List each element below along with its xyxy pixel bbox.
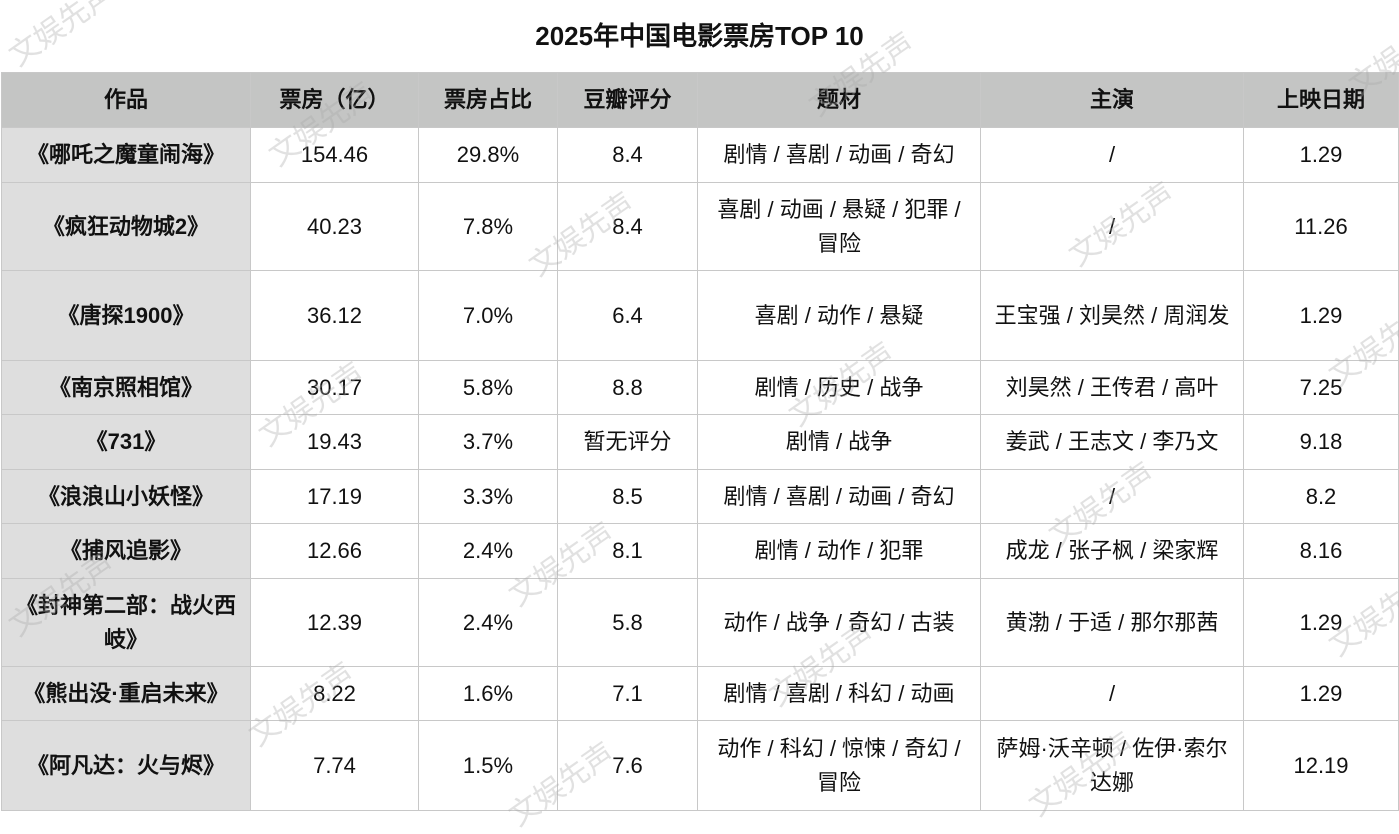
column-header-release-date: 上映日期 [1243, 72, 1399, 128]
table-row: 《熊出没·重启未来》 8.22 1.6% 7.1 剧情 / 喜剧 / 科幻 / 动画/1… [1, 666, 1399, 721]
cell-share: 3.3% [418, 469, 558, 524]
cell-cast: 刘昊然 / 王传君 / 高叶 [980, 360, 1244, 415]
cell-genre: 喜剧 / 动画 / 悬疑 / 犯罪 / 冒险 [697, 182, 981, 271]
cell-genre: 动作 / 战争 / 奇幻 / 古装 [697, 578, 981, 667]
cell-box-office: 7.74 [250, 720, 419, 811]
cell-box-office: 8.22 [250, 666, 419, 721]
cell-release-date: 1.29 [1243, 127, 1399, 183]
cell-douban-rating: 8.4 [557, 182, 698, 271]
cell-cast: / [980, 127, 1244, 183]
cell-box-office: 36.12 [250, 270, 419, 361]
cell-release-date: 1.29 [1243, 578, 1399, 667]
cell-genre: 剧情 / 喜剧 / 科幻 / 动画 [697, 666, 981, 721]
cell-movie-title: 《疯狂动物城2》 [1, 182, 251, 271]
cell-share: 7.8% [418, 182, 558, 271]
cell-release-date: 12.19 [1243, 720, 1399, 811]
cell-cast: 成龙 / 张子枫 / 梁家辉 [980, 523, 1244, 579]
cell-box-office: 12.66 [250, 523, 419, 579]
cell-cast: 萨姆·沃辛顿 / 佐伊·索尔达娜 [980, 720, 1244, 811]
cell-douban-rating: 8.8 [557, 360, 698, 415]
column-header-share: 票房占比 [418, 72, 558, 128]
cell-movie-title: 《731》 [1, 414, 251, 470]
cell-share: 3.7% [418, 414, 558, 470]
box-office-table: 作品 票房（亿） 票房占比 豆瓣评分 题材 主演 上映日期 《哪吒之魔童闹海》 1… [1, 72, 1399, 811]
table-row: 《唐探1900》 36.12 7.0% 6.4 喜剧 / 动作 / 悬疑 王宝强 / 刘昊… [1, 270, 1399, 361]
cell-genre: 剧情 / 历史 / 战争 [697, 360, 981, 415]
table-row: 《封神第二部：战火西岐》 12.39 2.4% 5.8 动作 / 战争 / 奇幻 / 古… [1, 578, 1399, 667]
cell-release-date: 8.16 [1243, 523, 1399, 579]
cell-movie-title: 《哪吒之魔童闹海》 [1, 127, 251, 183]
cell-cast: / [980, 182, 1244, 271]
cell-movie-title: 《封神第二部：战火西岐》 [1, 578, 251, 667]
column-header-title: 作品 [1, 72, 251, 128]
column-header-cast: 主演 [980, 72, 1244, 128]
cell-share: 29.8% [418, 127, 558, 183]
column-header-douban-rating: 豆瓣评分 [557, 72, 698, 128]
cell-share: 1.6% [418, 666, 558, 721]
cell-douban-rating: 6.4 [557, 270, 698, 361]
cell-douban-rating: 8.1 [557, 523, 698, 579]
table-row: 《捕风追影》 12.66 2.4% 8.1 剧情 / 动作 / 犯罪 成龙 / 张子枫 /… [1, 523, 1399, 579]
cell-cast: / [980, 469, 1244, 524]
table-row: 《731》 19.43 3.7% 暂无评分 剧情 / 战争 姜武 / 王志文 / 李乃文 9… [1, 414, 1399, 470]
cell-movie-title: 《熊出没·重启未来》 [1, 666, 251, 721]
cell-box-office: 30.17 [250, 360, 419, 415]
column-header-genre: 题材 [697, 72, 981, 128]
cell-genre: 剧情 / 战争 [697, 414, 981, 470]
cell-release-date: 7.25 [1243, 360, 1399, 415]
cell-release-date: 1.29 [1243, 270, 1399, 361]
cell-genre: 剧情 / 动作 / 犯罪 [697, 523, 981, 579]
cell-cast: 姜武 / 王志文 / 李乃文 [980, 414, 1244, 470]
cell-release-date: 1.29 [1243, 666, 1399, 721]
cell-release-date: 9.18 [1243, 414, 1399, 470]
page-title: 2025年中国电影票房TOP 10 [535, 21, 864, 51]
table-row: 《浪浪山小妖怪》 17.19 3.3% 8.5 剧情 / 喜剧 / 动画 / 奇幻/8.… [1, 469, 1399, 524]
column-header-box-office: 票房（亿） [250, 72, 419, 128]
cell-genre: 动作 / 科幻 / 惊悚 / 奇幻 / 冒险 [697, 720, 981, 811]
cell-genre: 剧情 / 喜剧 / 动画 / 奇幻 [697, 469, 981, 524]
cell-share: 7.0% [418, 270, 558, 361]
cell-cast: 黄渤 / 于适 / 那尔那茜 [980, 578, 1244, 667]
cell-movie-title: 《捕风追影》 [1, 523, 251, 579]
cell-douban-rating: 7.1 [557, 666, 698, 721]
cell-douban-rating: 7.6 [557, 720, 698, 811]
cell-share: 1.5% [418, 720, 558, 811]
cell-box-office: 17.19 [250, 469, 419, 524]
cell-douban-rating: 5.8 [557, 578, 698, 667]
cell-douban-rating: 8.5 [557, 469, 698, 524]
cell-release-date: 11.26 [1243, 182, 1399, 271]
table-row: 《阿凡达：火与烬》 7.74 1.5% 7.6 动作 / 科幻 / 惊悚 / 奇幻 / … [1, 720, 1399, 811]
cell-movie-title: 《南京照相馆》 [1, 360, 251, 415]
cell-share: 5.8% [418, 360, 558, 415]
cell-douban-rating: 8.4 [557, 127, 698, 183]
cell-movie-title: 《阿凡达：火与烬》 [1, 720, 251, 811]
table-row: 《南京照相馆》 30.17 5.8% 8.8 剧情 / 历史 / 战争 刘昊然 / 王传君… [1, 360, 1399, 415]
cell-movie-title: 《浪浪山小妖怪》 [1, 469, 251, 524]
cell-box-office: 12.39 [250, 578, 419, 667]
cell-genre: 剧情 / 喜剧 / 动画 / 奇幻 [697, 127, 981, 183]
cell-movie-title: 《唐探1900》 [1, 270, 251, 361]
cell-box-office: 19.43 [250, 414, 419, 470]
table-row: 《疯狂动物城2》 40.23 7.8% 8.4 喜剧 / 动画 / 悬疑 / 犯罪 / … [1, 182, 1399, 271]
cell-share: 2.4% [418, 523, 558, 579]
cell-box-office: 40.23 [250, 182, 419, 271]
cell-release-date: 8.2 [1243, 469, 1399, 524]
cell-share: 2.4% [418, 578, 558, 667]
cell-cast: / [980, 666, 1244, 721]
cell-cast: 王宝强 / 刘昊然 / 周润发 [980, 270, 1244, 361]
cell-douban-rating: 暂无评分 [557, 414, 698, 470]
table-row: 《哪吒之魔童闹海》 154.46 29.8% 8.4 剧情 / 喜剧 / 动画 / 奇幻… [1, 127, 1399, 183]
cell-genre: 喜剧 / 动作 / 悬疑 [697, 270, 981, 361]
cell-box-office: 154.46 [250, 127, 419, 183]
header-row: 作品 票房（亿） 票房占比 豆瓣评分 题材 主演 上映日期 [1, 72, 1399, 128]
